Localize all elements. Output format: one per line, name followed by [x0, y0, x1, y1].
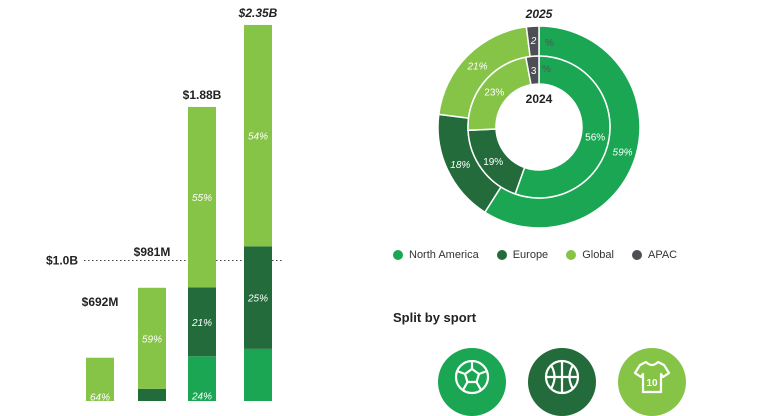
legend-marker	[496, 250, 507, 260]
bar-segment-global	[138, 287, 166, 389]
segment-data-label: 24%	[191, 392, 212, 401]
apac-outer-pct: %	[545, 38, 554, 49]
bar-segment-north-america	[188, 356, 216, 401]
outer-slice-label: 21%	[466, 61, 487, 72]
reference-line-label: $1.0B	[46, 254, 78, 268]
outer-slice-label: 2	[530, 36, 537, 47]
soccer-ball-icon	[438, 348, 506, 416]
bar-segment-north-america	[244, 348, 272, 401]
donut-chart: 59% 18% 21% 2 56% 19% 23% 3%% 2025 2024	[437, 7, 641, 229]
bar-total-label: $692M	[82, 295, 119, 309]
segment-data-label: 59%	[142, 334, 162, 345]
outer-slice-label: 59%	[613, 147, 633, 158]
inner-ring-year-label: 2024	[526, 92, 553, 106]
apac-inner-pct: %	[542, 64, 551, 75]
inner-slice-label: 19%	[483, 157, 503, 168]
svg-text:10: 10	[646, 378, 658, 389]
bar-segment-europe	[188, 287, 216, 357]
bar-total-label: $2.35B	[238, 6, 278, 20]
legend-marker	[393, 250, 403, 260]
inner-slice-north-america	[514, 55, 611, 199]
legend-item-north-america: North America	[393, 249, 479, 261]
bar-segment-global	[188, 106, 216, 288]
chart-legend: North America Europe Global APAC	[393, 249, 677, 261]
bar-total-label: $981M	[134, 245, 171, 259]
legend-marker	[631, 250, 642, 260]
legend-label: APAC	[647, 249, 678, 261]
legend-label: Europe	[512, 249, 549, 261]
bar-segment-europe	[138, 388, 166, 401]
inner-slice-label: 56%	[585, 133, 605, 144]
inner-slice-apac	[524, 55, 540, 86]
stacked-bar-chart: $1.0B64%$692M27%59%$981M24%21%55%$1.88B2…	[46, 6, 282, 401]
bar-total-label: $1.88B	[183, 88, 222, 102]
legend-label: Global	[582, 249, 614, 261]
sport-split-title: Split by sport	[393, 310, 477, 325]
segment-data-label: 64%	[90, 392, 110, 401]
legend-marker	[566, 250, 577, 260]
legend-label: North America	[409, 249, 479, 261]
outer-ring-year-label: 2025	[525, 7, 553, 21]
bar-segment-europe	[244, 246, 272, 349]
segment-data-label: 21%	[191, 318, 212, 329]
legend-item-global: Global	[566, 249, 614, 261]
bar-segment-global	[86, 357, 114, 401]
jersey-icon: 10	[618, 348, 686, 416]
inner-slice-label: 3	[531, 66, 537, 77]
basketball-icon	[528, 348, 596, 416]
segment-data-label: 25%	[247, 294, 268, 305]
outer-slice-label: 18%	[450, 160, 470, 171]
legend-item-europe: Europe	[496, 249, 549, 261]
inner-slice-label: 23%	[484, 88, 504, 99]
segment-data-label: 55%	[192, 193, 212, 204]
legend-item-apac: APAC	[631, 249, 678, 261]
bar-segment-global	[244, 24, 272, 247]
segment-data-label: 54%	[248, 132, 268, 143]
